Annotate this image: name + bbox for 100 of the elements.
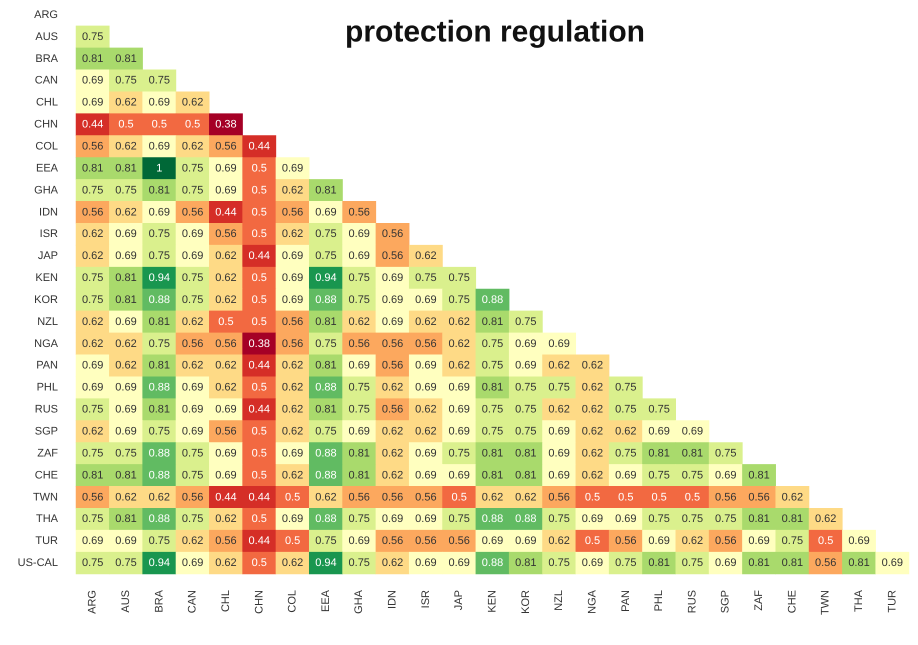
data-label: 0.62 xyxy=(582,360,604,372)
data-label: 0.56 xyxy=(415,491,437,504)
data-label: 0.5 xyxy=(651,491,667,504)
data-label: 0.69 xyxy=(182,382,204,394)
data-label: 0.75 xyxy=(682,557,704,570)
data-label: 0.75 xyxy=(315,250,337,262)
data-label: 0.5 xyxy=(252,206,267,218)
data-label: 0.62 xyxy=(115,338,137,350)
data-label: 0.75 xyxy=(148,426,170,438)
data-label: 0.75 xyxy=(715,447,736,460)
data-label: 0.69 xyxy=(348,250,370,262)
data-label: 0.75 xyxy=(448,447,470,460)
x-tick-label: CHL xyxy=(220,590,232,612)
data-label: 0.69 xyxy=(382,513,404,526)
data-label: 0.69 xyxy=(448,426,470,438)
y-tick-label: TWN xyxy=(32,491,58,504)
data-label: 0.62 xyxy=(215,360,237,372)
data-label: 0.62 xyxy=(415,404,437,416)
data-label: 0.69 xyxy=(648,535,670,548)
data-label: 0.62 xyxy=(582,404,604,416)
data-label: 0.81 xyxy=(315,404,337,416)
data-label: 0.62 xyxy=(182,96,204,109)
data-label: 0.56 xyxy=(215,535,237,548)
data-label: 0.81 xyxy=(115,513,137,526)
data-label: 0.81 xyxy=(348,447,370,460)
data-label: 0.75 xyxy=(315,338,337,350)
data-label: 0.69 xyxy=(348,426,370,438)
data-label: 0.62 xyxy=(82,338,104,350)
data-label: 0.44 xyxy=(82,118,104,131)
data-label: 0.5 xyxy=(618,491,634,504)
y-tick-label: ISR xyxy=(40,228,58,240)
data-label: 0.56 xyxy=(382,360,404,372)
data-label: 0.69 xyxy=(715,469,736,482)
data-label: 0.81 xyxy=(515,469,537,482)
data-label: 0.62 xyxy=(415,316,437,328)
data-label: 0.69 xyxy=(182,228,204,240)
data-label: 0.69 xyxy=(515,360,537,372)
data-label: 0.5 xyxy=(252,272,267,284)
y-tick-label: RUS xyxy=(34,404,58,416)
data-label: 0.75 xyxy=(182,513,204,526)
data-label: 0.69 xyxy=(115,250,137,262)
data-label: 0.62 xyxy=(215,250,237,262)
data-label: 0.88 xyxy=(482,513,504,526)
data-label: 0.5 xyxy=(218,316,234,328)
data-label: 0.56 xyxy=(415,338,437,350)
data-label: 0.44 xyxy=(215,206,237,218)
data-label: 0.69 xyxy=(615,469,636,482)
data-label: 0.69 xyxy=(115,535,137,548)
x-tick-label: NZL xyxy=(553,590,566,611)
x-tick-label: ZAF xyxy=(753,590,766,611)
data-label: 0.69 xyxy=(415,382,437,394)
data-label: 0.62 xyxy=(182,360,204,372)
data-label: 0.75 xyxy=(482,404,504,416)
data-label: 0.62 xyxy=(148,491,170,504)
data-label: 0.88 xyxy=(315,294,337,306)
x-tick-label: CHN xyxy=(253,590,266,614)
data-label: 0.75 xyxy=(448,272,470,284)
data-label: 0.69 xyxy=(282,250,304,262)
data-label: 0.5 xyxy=(152,118,167,131)
y-tick-label: PHL xyxy=(36,382,58,394)
data-label: 0.62 xyxy=(415,426,437,438)
data-label: 0.81 xyxy=(115,294,137,306)
data-label: 0.81 xyxy=(148,404,170,416)
y-tick-label: CHL xyxy=(36,96,58,109)
data-label: 0.62 xyxy=(215,382,237,394)
data-label: 0.75 xyxy=(182,272,204,284)
data-label: 0.69 xyxy=(182,404,204,416)
x-tick-label: ISR xyxy=(420,590,432,608)
data-label: 0.75 xyxy=(515,426,537,438)
data-label: 0.69 xyxy=(215,184,237,196)
data-label: 0.44 xyxy=(248,404,270,416)
data-label: 0.62 xyxy=(82,228,104,240)
data-label: 0.81 xyxy=(315,360,337,372)
data-label: 0.56 xyxy=(282,206,304,218)
y-tick-label: CAN xyxy=(34,74,58,87)
data-label: 0.75 xyxy=(315,228,337,240)
data-label: 0.81 xyxy=(315,316,337,328)
data-label: 0.75 xyxy=(348,382,370,394)
data-label: 0.81 xyxy=(115,162,137,174)
data-label: 0.56 xyxy=(348,338,370,350)
data-label: 0.56 xyxy=(382,250,404,262)
data-label: 0.62 xyxy=(215,557,237,570)
data-label: 0.56 xyxy=(182,491,204,504)
data-label: 0.69 xyxy=(182,426,204,438)
data-label: 0.75 xyxy=(182,294,204,306)
y-tick-label: KOR xyxy=(34,294,58,306)
y-tick-label: TUR xyxy=(35,535,58,548)
x-tick-label: PHL xyxy=(653,590,666,612)
data-label: 0.5 xyxy=(252,228,267,240)
data-label: 0.62 xyxy=(282,426,304,438)
data-label: 0.62 xyxy=(382,447,404,460)
y-tick-label: EEA xyxy=(36,162,59,174)
x-tick-label: JAP xyxy=(453,590,466,610)
data-label: 0.88 xyxy=(515,513,537,526)
data-label: 0.69 xyxy=(448,557,470,570)
data-label: 0.56 xyxy=(382,535,404,548)
data-label: 0.69 xyxy=(82,360,104,372)
data-label: 0.62 xyxy=(215,513,237,526)
data-label: 0.62 xyxy=(448,360,470,372)
data-label: 0.62 xyxy=(182,316,204,328)
